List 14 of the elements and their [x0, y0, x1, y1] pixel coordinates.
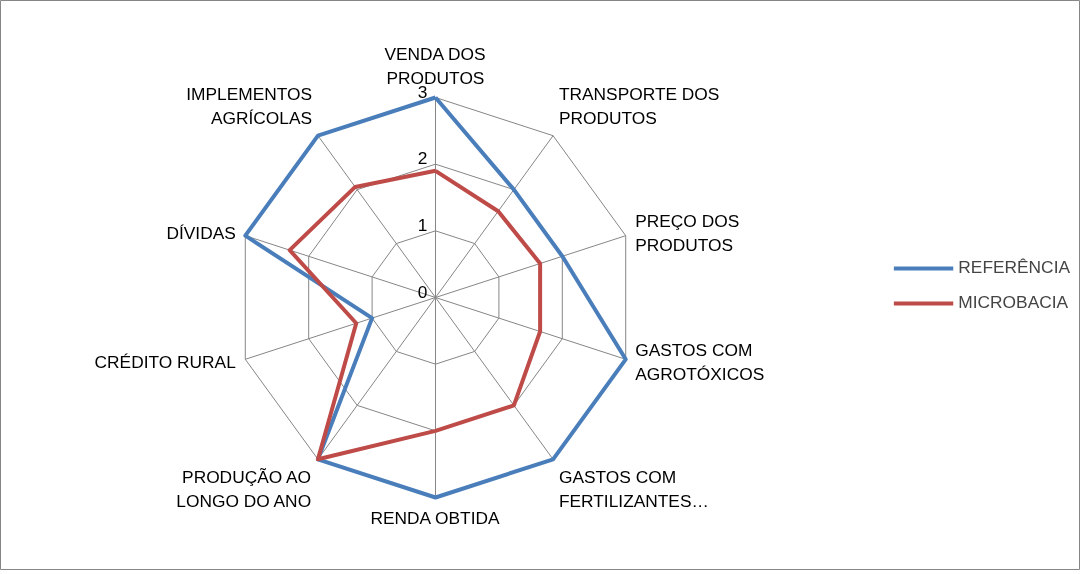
spoke-label: TRANSPORTE DOS PRODUTOS	[558, 83, 720, 128]
y-tick-label: 2	[417, 148, 428, 169]
spoke-label: GASTOS COM AGROTÓXICOS	[635, 340, 765, 385]
legend-label: MICROBACIA	[958, 292, 1069, 313]
spoke-label: DÍVIDAS	[166, 222, 236, 243]
spoke-label: PRODUÇÃO AO LONGO DO ANO	[176, 467, 312, 512]
legend-label: REFERÊNCIA	[958, 257, 1070, 278]
y-tick-label: 1	[417, 214, 428, 235]
y-tick-label: 0	[417, 281, 428, 302]
spoke-label: RENDA OBTIDA	[370, 507, 500, 528]
spoke-label: PREÇO DOS PRODUTOS	[635, 210, 740, 255]
spoke-label: GASTOS COM FERTILIZANTES…	[558, 467, 709, 512]
spoke-label: IMPLEMENTOS AGRÍCOLAS	[186, 83, 313, 128]
spoke-label: CRÉDITO RURAL	[94, 352, 237, 373]
